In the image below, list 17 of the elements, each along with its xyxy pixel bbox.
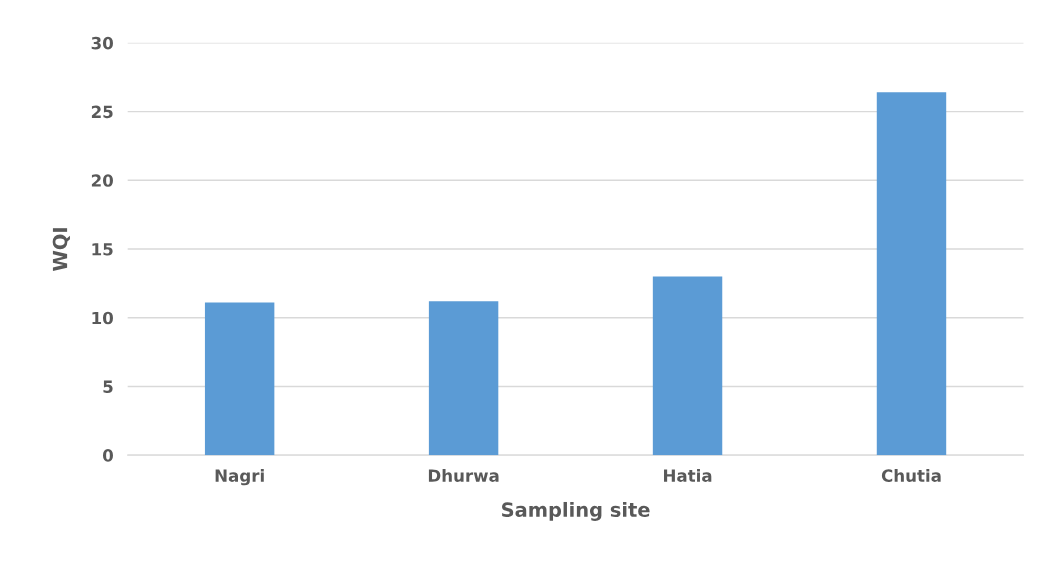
bar: [876, 92, 947, 456]
y-tick-label: 5: [103, 380, 113, 393]
y-axis-title: WQI: [52, 228, 70, 272]
y-tick-label: 10: [92, 311, 113, 325]
bar: [204, 302, 275, 456]
y-tick-label: 25: [91, 105, 113, 119]
x-tick-label: Nagri: [215, 469, 264, 486]
x-tick-label: Chutia: [881, 469, 941, 482]
x-tick-label: Hatia: [664, 469, 712, 482]
y-tick-label: 15: [92, 243, 113, 256]
bar: [428, 301, 499, 456]
y-tick-label: 30: [91, 36, 113, 50]
y-tick-label: 20: [91, 174, 113, 187]
bar: [652, 276, 723, 456]
x-axis-title: Sampling site: [502, 501, 650, 521]
y-tick-label: 0: [102, 449, 113, 462]
x-tick-label: Dhurwa: [428, 469, 499, 482]
